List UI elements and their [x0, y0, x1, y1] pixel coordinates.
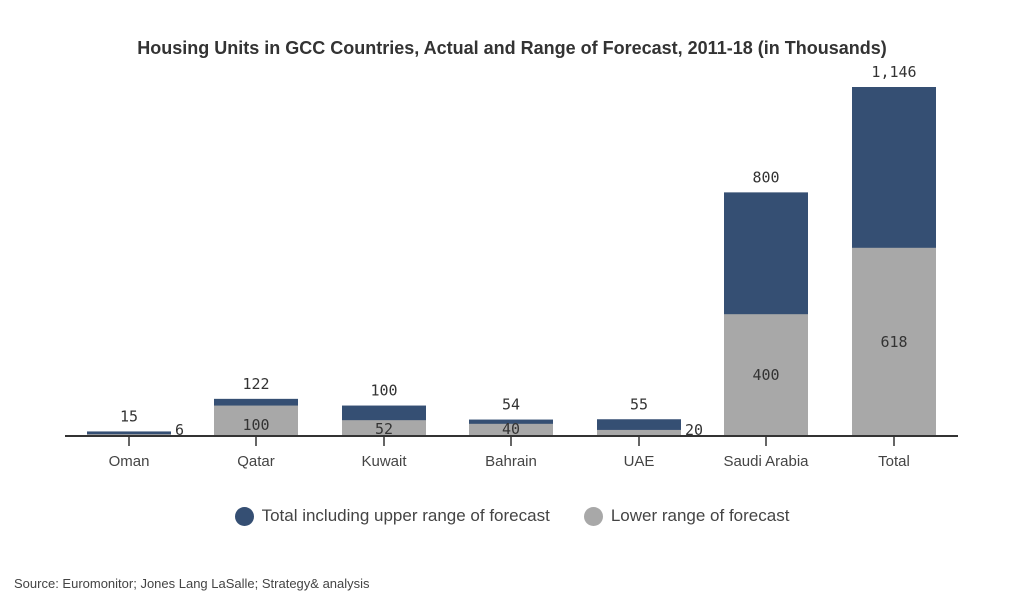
data-label-upper-2: 100	[370, 382, 397, 400]
x-tick-label-6: Total	[878, 453, 910, 470]
data-label-lower-2: 52	[375, 420, 393, 438]
bar-lower-6	[852, 247, 936, 436]
chart-title: Housing Units in GCC Countries, Actual a…	[137, 38, 887, 58]
legend-swatch-upper	[234, 506, 254, 526]
data-label-upper-3: 54	[502, 396, 520, 414]
data-label-lower-0: 6	[175, 421, 184, 439]
data-label-upper-4: 55	[630, 395, 648, 413]
source-note: Source: Euromonitor; Jones Lang LaSalle;…	[14, 576, 370, 591]
bar-upper-0	[87, 431, 171, 436]
data-label-lower-4: 20	[685, 421, 703, 439]
data-label-upper-0: 15	[120, 407, 138, 425]
x-tick-label-4: UAE	[624, 453, 655, 470]
data-label-upper-6: 1,146	[871, 63, 916, 81]
legend-item-upper: Total including upper range of forecast	[234, 506, 550, 526]
data-label-lower-3: 40	[502, 420, 520, 438]
legend-swatch-lower	[583, 506, 603, 526]
bar-lower-3	[469, 423, 553, 436]
data-label-upper-1: 122	[242, 375, 269, 393]
bar-lower-5	[724, 314, 808, 436]
data-label-lower-5: 400	[752, 366, 779, 384]
bar-lower-1	[214, 405, 298, 436]
legend-label-upper: Total including upper range of forecast	[261, 506, 550, 525]
bar-lower-2	[342, 420, 426, 436]
x-tick-label-0: Oman	[109, 453, 150, 470]
data-label-lower-6: 618	[880, 333, 907, 351]
x-tick-label-5: Saudi Arabia	[723, 453, 809, 470]
data-label-lower-1: 100	[242, 416, 269, 434]
chart-legend: Total including upper range of forecast …	[0, 506, 1024, 526]
bar-lower-4	[597, 429, 681, 436]
legend-label-lower: Lower range of forecast	[610, 506, 790, 525]
x-tick-label-3: Bahrain	[485, 453, 537, 470]
x-tick-label-2: Kuwait	[361, 453, 407, 470]
x-tick-label-1: Qatar	[237, 453, 275, 470]
data-label-upper-5: 800	[752, 168, 779, 186]
legend-item-lower: Lower range of forecast	[583, 506, 790, 526]
